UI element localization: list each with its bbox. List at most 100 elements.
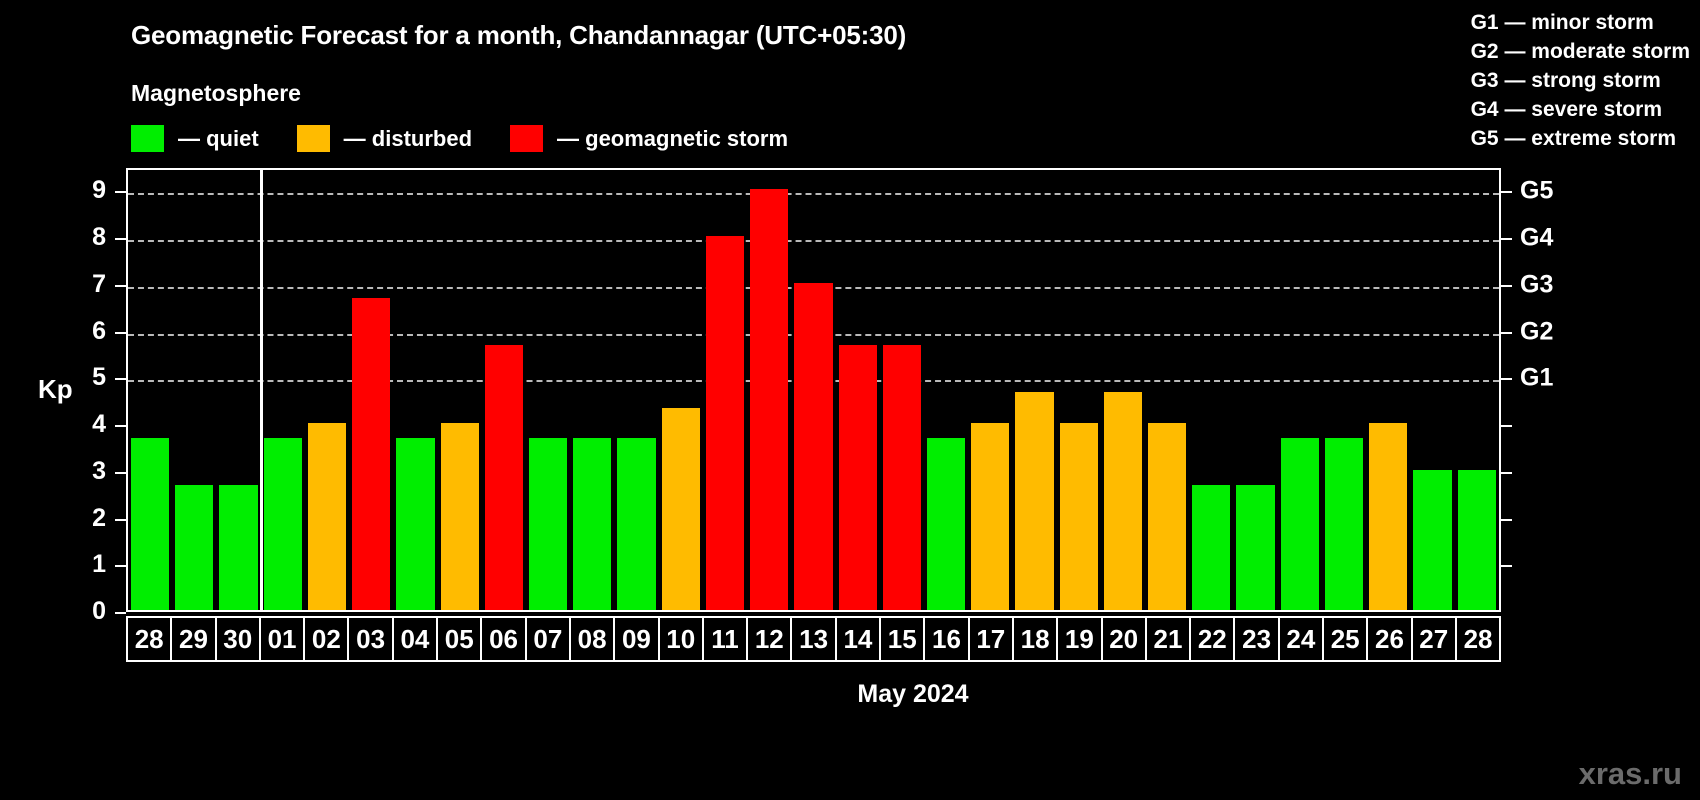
bar-08[interactable]: [573, 438, 612, 610]
x-label-9: 07: [524, 616, 571, 662]
bar-28[interactable]: [131, 438, 170, 610]
g-tick-label-G3: G3: [1520, 270, 1554, 299]
right-minor-tick-3: [1501, 471, 1512, 474]
right-minor-tick-2: [1501, 518, 1512, 521]
x-label-16: 14: [834, 616, 882, 662]
g-tick-mark-G1: [1501, 378, 1512, 381]
g-scale-row-5: G5 — extreme storm: [1470, 127, 1677, 150]
month-divider: [259, 170, 263, 610]
legend-swatch-disturbed: [296, 125, 330, 152]
x-label-8: 06: [480, 616, 527, 662]
bar-cell: [791, 170, 835, 610]
bar-cell: [438, 170, 482, 610]
bar-12[interactable]: [750, 189, 789, 610]
y-tick-label-2: 2: [92, 503, 106, 532]
legend-item-disturbed: — disturbed: [296, 125, 510, 152]
bar-03[interactable]: [352, 298, 391, 610]
x-label-27: 25: [1322, 616, 1369, 662]
bar-cell: [1101, 170, 1145, 610]
bar-cell: [1189, 170, 1233, 610]
y-tick-label-5: 5: [92, 363, 106, 392]
x-label-6: 04: [391, 616, 439, 662]
bar-26[interactable]: [1369, 423, 1408, 610]
bar-19[interactable]: [1059, 423, 1098, 610]
x-label-13: 11: [701, 616, 749, 662]
x-label-29: 27: [1410, 616, 1457, 662]
legend-swatch-quiet: [131, 125, 164, 152]
bar-cell: [924, 170, 968, 610]
bar-cell: [526, 170, 570, 610]
bar-14[interactable]: [838, 345, 877, 610]
bar-06[interactable]: [484, 345, 523, 610]
legend-label-disturbed: — disturbed: [343, 125, 473, 151]
bar-07[interactable]: [528, 438, 568, 610]
bar-27[interactable]: [1413, 469, 1452, 610]
g-scale-row-2: G2 — moderate storm: [1470, 40, 1690, 63]
bar-10[interactable]: [661, 407, 700, 610]
bar-cell: [1145, 170, 1189, 610]
bar-cell: [216, 170, 260, 610]
y-tick-label-3: 3: [92, 456, 106, 485]
bar-18[interactable]: [1015, 391, 1054, 610]
bar-cell: [1322, 170, 1366, 610]
x-label-11: 09: [613, 616, 660, 662]
bar-16[interactable]: [926, 438, 966, 610]
gridline-kp-8: [128, 240, 1499, 243]
y-tick-mark-1: [115, 565, 126, 568]
bar-cell: [1233, 170, 1277, 610]
right-minor-tick-1: [1501, 565, 1512, 568]
g-tick-label-G2: G2: [1520, 317, 1554, 346]
bar-02[interactable]: [307, 423, 347, 610]
bar-cell: [570, 170, 614, 610]
x-label-28: 26: [1366, 616, 1413, 662]
y-tick-label-6: 6: [92, 316, 106, 345]
x-label-7: 05: [436, 616, 483, 662]
bar-11[interactable]: [705, 236, 745, 610]
bar-15[interactable]: [882, 345, 921, 610]
bar-cell: [1366, 170, 1410, 610]
bar-29[interactable]: [175, 485, 214, 610]
y-tick-mark-0: [115, 612, 126, 614]
page-title: Geomagnetic Forecast for a month, Chanda…: [131, 20, 907, 50]
legend-label-quiet: — quiet: [178, 125, 259, 151]
bar-09[interactable]: [617, 438, 656, 610]
bar-cell: [261, 170, 305, 610]
legend-item-quiet: — quiet: [131, 125, 297, 152]
bar-01[interactable]: [263, 438, 302, 610]
x-label-19: 17: [967, 616, 1014, 662]
bar-05[interactable]: [440, 423, 479, 610]
x-label-14: 12: [746, 616, 793, 662]
bar-23[interactable]: [1236, 485, 1275, 610]
y-tick-label-1: 1: [92, 550, 106, 579]
bar-cell: [1410, 170, 1454, 610]
y-tick-label-9: 9: [92, 176, 106, 205]
bar-25[interactable]: [1324, 438, 1364, 610]
bar-cell: [1012, 170, 1056, 610]
y-tick-mark-2: [115, 518, 126, 521]
gridline-kp-9: [128, 193, 1499, 196]
bar-cell: [703, 170, 747, 610]
bar-04[interactable]: [396, 438, 435, 610]
y-tick-mark-3: [115, 471, 126, 474]
bar-series: [128, 170, 1499, 610]
bar-17[interactable]: [971, 423, 1010, 610]
bar-21[interactable]: [1148, 423, 1187, 610]
bar-22[interactable]: [1192, 485, 1231, 610]
x-label-26: 24: [1277, 616, 1325, 662]
bar-24[interactable]: [1280, 438, 1319, 610]
x-axis-date-labels: 28 29 30 01 02 03 04 05 06 07 08 09 10 11 12 13 14 15 16 17…: [126, 616, 1502, 662]
legend-swatch-geomagnetic-storm: [510, 125, 544, 152]
bar-28[interactable]: [1457, 469, 1496, 610]
x-label-2: 30: [214, 616, 261, 662]
bar-cell: [305, 170, 349, 610]
bar-20[interactable]: [1103, 391, 1143, 610]
bar-13[interactable]: [794, 282, 833, 610]
bar-cell: [482, 170, 526, 610]
bar-30[interactable]: [219, 485, 258, 610]
plot-area: [126, 168, 1501, 612]
x-label-3: 01: [258, 616, 306, 662]
x-axis-caption: May 2024: [0, 680, 1700, 709]
bar-cell: [128, 170, 172, 610]
y-tick-label-7: 7: [92, 269, 106, 298]
x-label-1: 29: [170, 616, 217, 662]
